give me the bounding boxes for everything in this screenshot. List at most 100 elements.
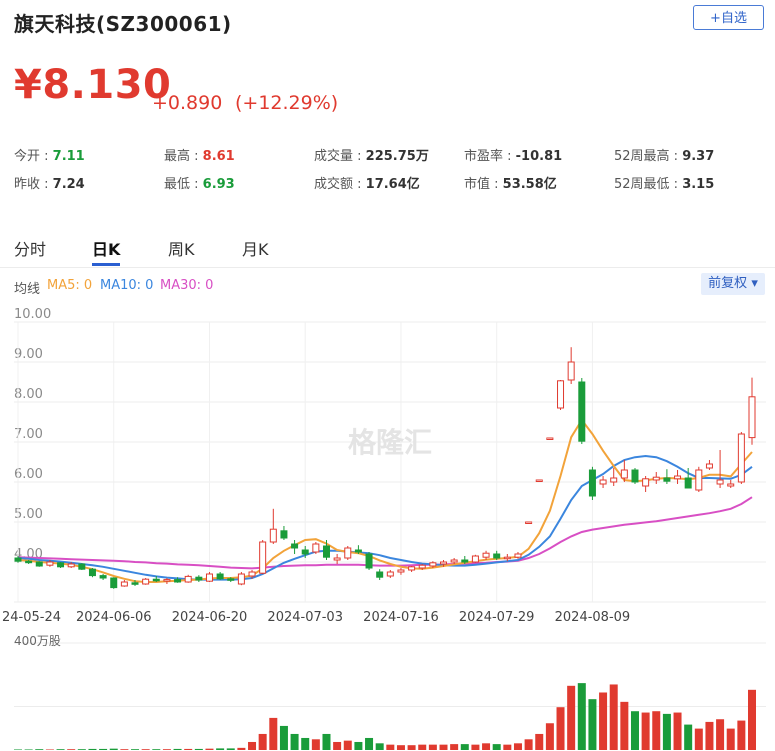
volume-bar [248, 741, 257, 750]
stat-low-label: 最低 : [164, 177, 203, 192]
y-tick-label: 9.00 [14, 347, 43, 362]
stat-open-label: 今开 : [14, 149, 53, 164]
volume-bar [641, 712, 650, 750]
stat-volume-label: 成交量 : [314, 149, 366, 164]
volume-bar [737, 720, 746, 750]
candle-body [152, 578, 160, 582]
volume-bar [482, 743, 491, 750]
volume-bar [343, 740, 352, 750]
candle-body [35, 561, 43, 567]
volume-bar [131, 749, 140, 750]
candle-body [67, 563, 75, 568]
volume-bar [673, 712, 682, 750]
volume-bar [269, 717, 278, 750]
volume-bar [365, 737, 374, 750]
candle-body [674, 475, 682, 480]
volume-bar [407, 745, 416, 750]
volume-bar [662, 713, 671, 750]
volume-bar [460, 744, 469, 750]
stat-52w-low-value: 3.15 [682, 177, 715, 192]
volume-bar [748, 689, 756, 750]
ma10-line [17, 454, 753, 581]
volume-bar [705, 721, 714, 750]
candle-body [184, 575, 192, 583]
stat-prev-close: 昨收 : 7.24 [14, 173, 85, 192]
candle-body [291, 543, 299, 549]
volume-bar [120, 749, 129, 750]
tab-intraday[interactable]: 分时 [14, 240, 47, 259]
candle-body [567, 361, 575, 381]
price-change-percent: (+12.29%) [235, 92, 339, 114]
stat-high: 最高 : 8.61 [164, 145, 235, 164]
candle-body [471, 555, 479, 563]
stat-market-cap-value: 53.58亿 [502, 177, 557, 192]
stat-market-cap: 市值 : 53.58亿 [464, 173, 557, 192]
volume-bar [14, 749, 22, 750]
candle-body [493, 553, 501, 559]
price-change: +0.890 [152, 92, 223, 114]
stat-low: 最低 : 6.93 [164, 173, 235, 192]
candle-body [312, 543, 320, 553]
candle-body [642, 478, 650, 487]
volume-bar [535, 733, 544, 750]
stat-52w-high-label: 52周最高 : [614, 149, 683, 164]
x-tick-label: 2024-07-29 [459, 610, 535, 625]
adjust-dropdown[interactable]: 前复权 ▾ [701, 273, 765, 295]
candle-body [269, 528, 277, 543]
stat-market-cap-label: 市值 : [464, 177, 503, 192]
candle-body [610, 477, 618, 483]
candle-body [78, 563, 86, 570]
tab-weekly[interactable]: 周K [168, 240, 195, 259]
x-tick-label: 2024-07-16 [363, 610, 439, 625]
tab-daily[interactable]: 日K [92, 240, 121, 259]
tab-divider [0, 267, 775, 268]
candle-body [14, 557, 22, 562]
volume-bar [599, 692, 608, 750]
volume-bar [652, 711, 661, 750]
candle-body [705, 463, 713, 469]
volume-bar [216, 748, 225, 750]
candle-body [301, 549, 309, 555]
candle-body [663, 477, 671, 482]
add-watchlist-button[interactable]: +自选 [693, 5, 764, 30]
volume-unit-label: 400万股 [14, 634, 61, 648]
stat-52w-low-label: 52周最低 : [614, 177, 683, 192]
adjust-dropdown-label: 前复权 [708, 276, 748, 291]
volume-bar [258, 733, 267, 750]
candle-body [525, 521, 533, 524]
volume-bar [354, 741, 363, 750]
candle-body [727, 483, 735, 487]
volume-bar [162, 749, 171, 750]
volume-bar [35, 749, 44, 750]
candle-body [386, 571, 394, 577]
candle-body [25, 560, 33, 564]
volume-bar [184, 748, 193, 750]
ma30-legend: MA30: 0 [160, 278, 214, 293]
volume-bar [279, 725, 288, 750]
candle-body [684, 477, 692, 489]
stat-open-value: 7.11 [52, 149, 85, 164]
candle-body [440, 561, 448, 565]
stat-amount-label: 成交额 : [314, 177, 366, 192]
stat-prev-close-value: 7.24 [52, 177, 85, 192]
candle-body [131, 582, 139, 585]
candle-body [450, 559, 458, 563]
candle-body [216, 573, 224, 580]
volume-bar [237, 747, 246, 750]
stat-pe-label: 市盈率 : [464, 149, 516, 164]
tab-monthly[interactable]: 月K [242, 240, 269, 259]
candle-body [408, 566, 416, 571]
volume-bar [418, 744, 427, 750]
x-tick-label: 2024-07-03 [267, 610, 343, 625]
volume-bar [577, 683, 586, 750]
candle-body [365, 553, 373, 569]
y-tick-label: 5.00 [14, 507, 43, 522]
stat-pe: 市盈率 : -10.81 [464, 145, 562, 164]
ma30-line [17, 496, 753, 570]
ma5-line [17, 418, 753, 583]
x-tick-label: 2024-06-20 [172, 610, 248, 625]
kline-chart[interactable]: 10.009.008.007.006.005.004.00格隆汇24-05-24… [0, 300, 775, 751]
volume-bar [513, 743, 522, 750]
candle-body [110, 577, 118, 589]
volume-bar [141, 749, 150, 750]
